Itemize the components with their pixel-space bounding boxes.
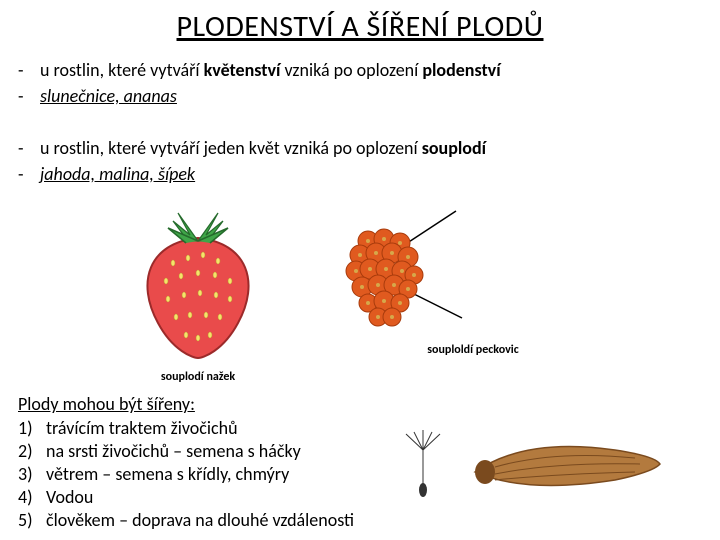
- raspberry-illustration: souploldí peckovic: [308, 193, 538, 363]
- page-title: PLODENSTVÍ A ŠÍŘENÍ PLODŮ: [18, 8, 702, 45]
- illustrations: souplodí nažek: [118, 193, 702, 363]
- raspberry-caption: souploldí peckovic: [408, 343, 538, 357]
- bullet-3: - u rostlin, které vytváří jeden květ vz…: [18, 137, 702, 159]
- dispersal-item: trávícím traktem živočichů: [46, 417, 238, 439]
- dispersal-item: Vodou: [46, 486, 93, 508]
- bullet-1: - u rostlin, které vytváří květenství vz…: [18, 59, 702, 81]
- strawberry-caption: souplodí nažek: [118, 370, 278, 384]
- bullet-4: - jahoda, malina, šípek: [18, 163, 702, 185]
- dispersal-item: na srsti živočichů – semena s háčky: [46, 440, 301, 462]
- dispersal-list: Plody mohou být šířeny: 1)trávícím trakt…: [18, 393, 354, 532]
- strawberry-illustration: souplodí nažek: [118, 193, 278, 363]
- wind-seed-icon: [398, 430, 448, 500]
- dispersal-item: člověkem – doprava na dlouhé vzdálenosti: [46, 509, 354, 531]
- bullet-2: - slunečnice, ananas: [18, 85, 702, 107]
- dispersal-title: Plody mohou být šířeny:: [18, 393, 354, 415]
- seed-pod-icon: [465, 432, 665, 502]
- dispersal-item: větrem – semena s křídly, chmýry: [46, 463, 289, 485]
